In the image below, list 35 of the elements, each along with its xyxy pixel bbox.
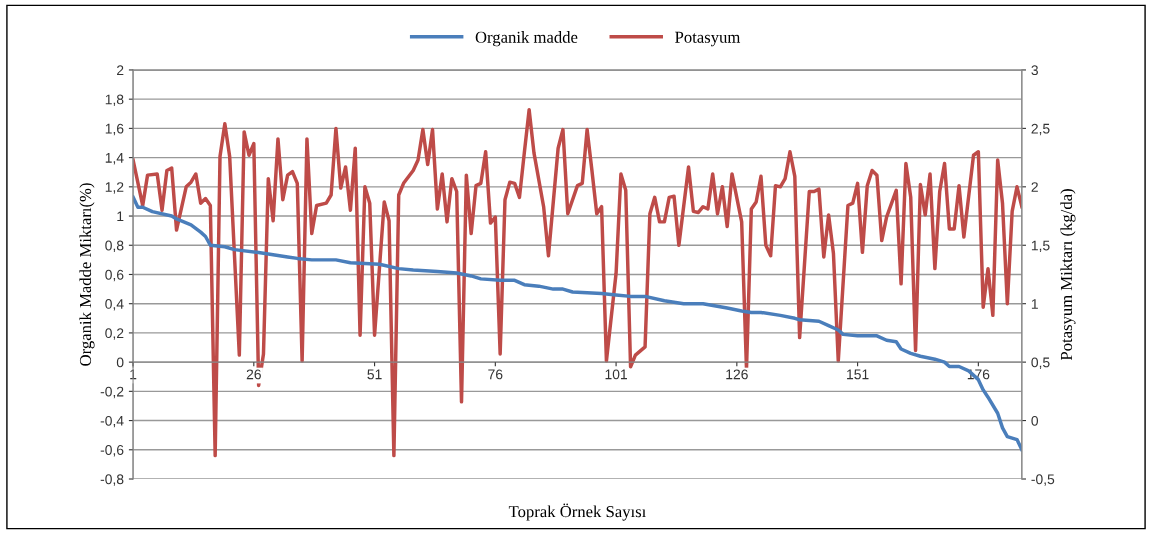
- y2-tick-label: 1,5: [1031, 240, 1050, 253]
- y2-tick-label: 0,5: [1031, 357, 1050, 369]
- y2-tick-label: 2,5: [1031, 123, 1050, 136]
- x-tick-label: 26: [246, 369, 261, 380]
- y-tick-label: 0,4: [105, 299, 124, 311]
- y-tick-label: 0,8: [105, 240, 124, 253]
- y-tick-label: 0,6: [105, 269, 124, 282]
- x-tick-label: 76: [488, 369, 503, 380]
- x-tick-label: 51: [367, 369, 382, 380]
- y-tick-label: 1: [117, 211, 124, 222]
- y2-tick-label: 3: [1031, 65, 1038, 76]
- x-tick-label: 101: [605, 369, 627, 380]
- y2-tick-label: 2: [1031, 182, 1038, 192]
- y2-tick-label: -0,5: [1031, 474, 1055, 486]
- legend-label: Potasyum: [675, 31, 741, 47]
- legend-label: Organik madde: [475, 31, 578, 47]
- y-tick-label: -0,2: [100, 386, 124, 399]
- y2-tick-label: 1: [1031, 299, 1038, 309]
- x-tick-label: 1: [130, 369, 137, 380]
- y-tick-label: -0,4: [100, 415, 124, 428]
- x-tick-label: 151: [847, 369, 869, 380]
- x-axis-title: Toprak Örnek Sayısı: [508, 503, 646, 521]
- y-tick-label: 2: [117, 65, 124, 75]
- y-tick-label: 0,2: [105, 328, 124, 340]
- x-tick-label: 126: [726, 369, 748, 380]
- y-tick-label: 1,4: [105, 153, 124, 165]
- y-tick-label: 1,2: [105, 182, 124, 194]
- y-tick-label: 0: [116, 357, 124, 368]
- y-axis-title: Organik Madde Miktarı(%): [79, 183, 95, 366]
- y-tick-label: -0,6: [100, 445, 124, 457]
- y-tick-label: 1,8: [105, 94, 124, 106]
- y2-tick-label: 0: [1031, 415, 1039, 426]
- y2-axis-title: Potasyum Miktarı (kg/da): [1060, 189, 1076, 361]
- y-tick-label: 1,6: [105, 123, 124, 136]
- y-tick-label: -0,8: [100, 474, 124, 486]
